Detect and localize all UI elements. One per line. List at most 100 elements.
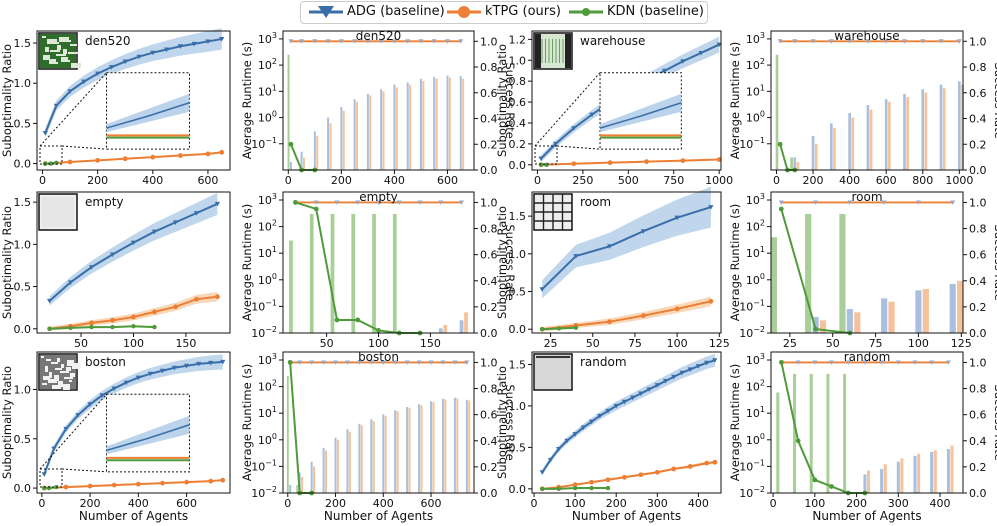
y-axis-label: Suboptimality Ratio: [495, 206, 509, 319]
y2-tick-label: 0.4: [969, 113, 987, 126]
point-ktpg: [644, 159, 649, 165]
point-ktpg: [219, 149, 225, 155]
y-tick-exponent: 0: [760, 110, 765, 119]
point-adg: [708, 205, 714, 210]
plot-frame: [36, 351, 231, 494]
y2-axis-label: Success Rate: [992, 224, 997, 300]
map-title: boston: [85, 355, 126, 369]
y-tick-label: 101: [258, 83, 277, 98]
y2-tick-label: 0.2: [480, 301, 498, 314]
zoom-connector: [39, 393, 107, 470]
success-point-adg: [459, 200, 464, 205]
map-thumbnail-random-bg: [535, 355, 571, 389]
bar-kdn: [289, 240, 293, 333]
success-point-adg: [325, 39, 331, 44]
y-tick-label: 103: [746, 352, 765, 367]
map-title: empty: [85, 195, 124, 209]
bar-ktpg: [395, 87, 398, 170]
success-point-adg: [404, 360, 410, 365]
point-adg: [597, 413, 603, 419]
x-tick-label: 0: [284, 497, 291, 510]
y-tick-exponent: 3: [272, 352, 277, 361]
map-thumbnail-den520-cell: [61, 57, 68, 62]
bar-adg: [946, 449, 950, 493]
point-adg: [539, 287, 545, 292]
x-tick-label: 400: [839, 174, 860, 187]
y-tick-label: 10−1: [251, 458, 277, 473]
success-point-adg: [313, 200, 319, 205]
point-adg: [605, 408, 611, 414]
point-ktpg: [205, 151, 211, 157]
bar-kdn: [826, 373, 830, 493]
success-point-kdn: [813, 326, 818, 332]
point-ktpg: [687, 464, 693, 469]
point-adg: [122, 59, 128, 65]
x-tick-label: 0: [534, 174, 541, 187]
point-adg: [42, 131, 48, 136]
point-ktpg: [607, 160, 613, 166]
x-tick-label: 100: [667, 337, 688, 350]
bar-ktpg: [443, 324, 448, 333]
map-thumbnail-random: [533, 353, 573, 391]
map-thumbnail-boston-block: [49, 372, 52, 378]
bar-adg: [300, 151, 303, 170]
panel-boston-subopt: 0 200 400 600 0.0 0.5 1.0 boston Suboptimality R…: [0, 351, 231, 523]
bar-kdn: [793, 373, 797, 493]
map-title: den520: [85, 34, 131, 48]
map-title: den520: [356, 29, 402, 43]
bar-ktpg: [869, 109, 873, 170]
success-point-adg: [881, 200, 887, 205]
point-ktpg: [184, 479, 189, 485]
point-ktpg: [589, 479, 594, 485]
y-tick-label: 103: [746, 31, 765, 46]
success-point-kdn: [778, 206, 784, 212]
bar-kdn: [770, 237, 777, 333]
y-tick-label: 102: [258, 379, 277, 394]
legend-ktpg-icon: [447, 5, 481, 18]
y2-tick-label: 0.0: [969, 327, 987, 340]
y-tick-label: 103: [258, 192, 277, 207]
y2-tick-label: 0.8: [480, 223, 498, 236]
y-tick-exponent: −1: [753, 298, 765, 307]
y-tick-exponent: −1: [265, 458, 277, 467]
y-tick-label: 100: [258, 272, 277, 287]
bar-kdn: [392, 213, 397, 333]
y-tick-label: 10−2: [739, 485, 765, 500]
x-tick-label: 300: [888, 497, 909, 510]
bar-adg: [382, 414, 385, 493]
bar-kdn: [776, 392, 780, 493]
point-adg: [553, 141, 559, 147]
success-point-adg: [392, 39, 397, 44]
y-tick-label: 1.0: [509, 54, 527, 67]
success-point-kdn: [355, 317, 361, 323]
y2-tick-label: 0.4: [480, 435, 498, 448]
success-point-adg: [865, 39, 871, 44]
legend-label-kdn: KDN (baseline): [607, 4, 704, 19]
x-tick-label: 200: [606, 497, 627, 510]
success-point-adg: [297, 360, 303, 365]
y-tick-label: 0.6: [509, 96, 527, 109]
zoom-connector: [534, 72, 601, 147]
y-axis-label: Average Runtime (s): [240, 364, 254, 482]
map-thumbnail-boston-block: [48, 379, 57, 383]
point-adg: [695, 364, 702, 369]
y-tick-label: 101: [258, 405, 277, 420]
x-tick-label: 400: [384, 174, 405, 187]
success-point-adg: [847, 200, 853, 205]
success-point-adg: [445, 39, 450, 44]
y2-tick-label: 1.0: [969, 356, 987, 369]
bar-adg: [465, 399, 468, 493]
map-thumbnail-den520-cell: [52, 42, 59, 44]
y2-tick-label: 0.0: [480, 164, 498, 177]
x-tick-label: 125: [709, 337, 730, 350]
success-point-adg: [902, 39, 907, 44]
y-tick-label: 10−1: [251, 298, 277, 313]
y-tick-exponent: 3: [272, 31, 277, 40]
success-point-adg: [417, 200, 423, 205]
bar-ktpg: [854, 312, 861, 333]
y2-tick-label: 0.6: [969, 409, 987, 422]
point-kdn: [131, 324, 136, 329]
y-tick-label: 0.0: [14, 482, 32, 495]
bar-ktpg: [888, 101, 891, 170]
success-point-kdn: [779, 360, 784, 365]
